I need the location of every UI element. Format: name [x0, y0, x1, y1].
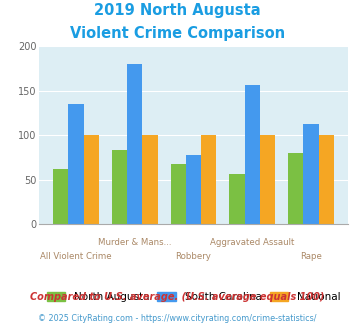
Bar	[84, 135, 99, 224]
Text: Murder & Mans...: Murder & Mans...	[98, 238, 171, 247]
Text: Compared to U.S. average. (U.S. average equals 100): Compared to U.S. average. (U.S. average …	[30, 292, 325, 302]
Bar	[186, 155, 201, 224]
Text: All Violent Crime: All Violent Crime	[40, 252, 112, 261]
Text: Violent Crime Comparison: Violent Crime Comparison	[70, 26, 285, 41]
Bar	[303, 124, 318, 224]
Bar	[69, 104, 84, 224]
Bar	[201, 135, 217, 224]
Bar	[260, 135, 275, 224]
Bar	[318, 135, 334, 224]
Bar	[170, 164, 186, 224]
Legend: North Augusta, South Carolina, National: North Augusta, South Carolina, National	[47, 292, 340, 302]
Text: 2019 North Augusta: 2019 North Augusta	[94, 3, 261, 18]
Bar	[112, 149, 127, 224]
Bar	[127, 64, 142, 224]
Text: Aggravated Assault: Aggravated Assault	[210, 238, 294, 247]
Text: Robbery: Robbery	[175, 252, 212, 261]
Text: Rape: Rape	[300, 252, 322, 261]
Bar	[288, 153, 303, 224]
Bar	[229, 174, 245, 224]
Bar	[245, 84, 260, 224]
Text: © 2025 CityRating.com - https://www.cityrating.com/crime-statistics/: © 2025 CityRating.com - https://www.city…	[38, 314, 317, 323]
Bar	[142, 135, 158, 224]
Bar	[53, 169, 69, 224]
